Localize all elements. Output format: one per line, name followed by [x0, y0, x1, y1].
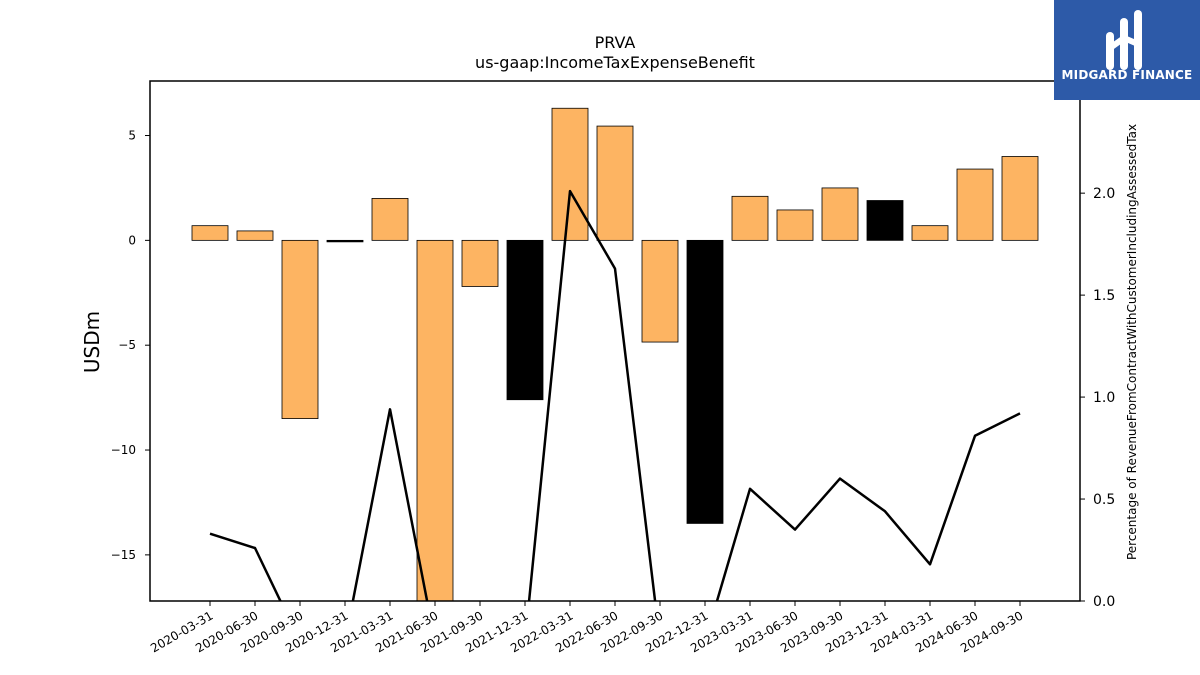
bar [1001, 156, 1039, 241]
bar [326, 239, 364, 243]
bar [866, 200, 904, 241]
bar [461, 239, 499, 287]
y2-tick-label: 1.5 [1093, 288, 1115, 304]
y2-tick-label: 2.0 [1093, 186, 1115, 202]
bar [821, 187, 859, 241]
brand-logo: MIDGARD FINANCE [1054, 0, 1200, 100]
y-tick-label: −10 [111, 443, 136, 457]
bar [281, 239, 319, 419]
plot-area: 50−5−10−150.00.51.01.52.02020-03-312020-… [111, 80, 1115, 655]
bar [236, 230, 274, 241]
midgard-logo-icon [1106, 10, 1142, 70]
y-tick-label: −5 [118, 338, 136, 352]
bar-series [191, 107, 1039, 601]
bar [506, 239, 544, 401]
bar [191, 225, 229, 241]
bar [731, 195, 769, 241]
chart-subtitle: us-gaap:IncomeTaxExpenseBenefit [475, 53, 755, 72]
y-tick-label: −15 [111, 548, 136, 562]
y2-tick-label: 0.5 [1093, 492, 1115, 508]
bar [641, 239, 679, 343]
bar [776, 209, 814, 241]
bar [596, 125, 634, 241]
bar [551, 107, 589, 241]
y-axis-label: USDm [80, 311, 104, 373]
y2-axis-label: Percentage of RevenueFromContractWithCus… [1125, 124, 1139, 560]
bar [686, 239, 724, 524]
bar [371, 198, 409, 241]
bar [416, 239, 454, 601]
y-tick-label: 0 [128, 233, 136, 247]
y2-tick-label: 0.0 [1093, 594, 1115, 610]
y-tick-label: 5 [128, 129, 136, 143]
bar [911, 225, 949, 241]
y2-tick-label: 1.0 [1093, 390, 1115, 406]
bar [956, 168, 994, 241]
line-series [209, 189, 1021, 601]
chart-title: PRVA [595, 33, 636, 52]
logo-text: MIDGARD FINANCE [1061, 68, 1193, 82]
